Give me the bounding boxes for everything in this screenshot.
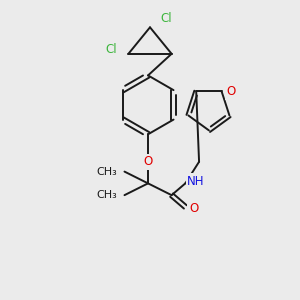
Text: O: O <box>143 155 153 168</box>
Text: O: O <box>226 85 236 98</box>
Text: Cl: Cl <box>105 44 117 56</box>
Text: NH: NH <box>187 175 205 188</box>
Text: O: O <box>189 202 199 215</box>
Text: CH₃: CH₃ <box>96 167 117 177</box>
Text: Cl: Cl <box>161 12 172 25</box>
Text: CH₃: CH₃ <box>96 190 117 200</box>
